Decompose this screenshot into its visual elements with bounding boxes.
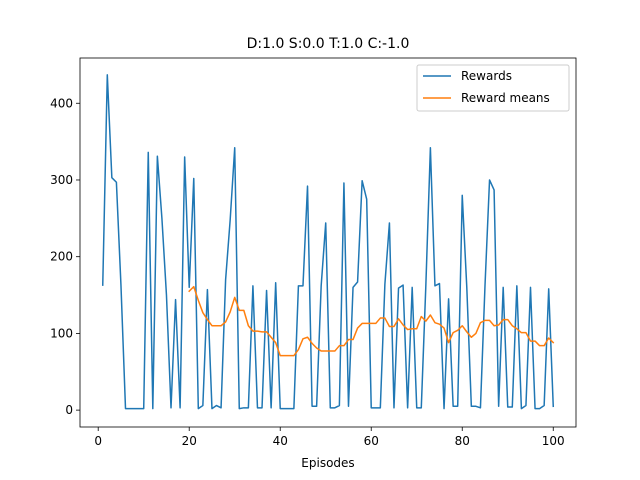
- x-tick-label: 100: [542, 434, 565, 448]
- legend-box: [416, 64, 570, 112]
- legend-label: Rewards: [461, 69, 512, 83]
- y-axis: 0 100 200 300 400: [50, 96, 80, 417]
- x-axis: 0 20 40 60 80 100: [94, 427, 565, 448]
- x-tick-label: 40: [273, 434, 288, 448]
- x-tick-label: 0: [94, 434, 102, 448]
- y-tick-label: 100: [50, 326, 73, 340]
- y-tick-label: 300: [50, 173, 73, 187]
- y-tick-label: 400: [50, 96, 73, 110]
- legend: Rewards Reward means: [416, 64, 570, 112]
- chart-title: D:1.0 S:0.0 T:1.0 C:-1.0: [247, 36, 410, 52]
- series-layer: [101, 74, 555, 410]
- y-tick-label: 0: [65, 403, 73, 417]
- x-axis-label: Episodes: [301, 456, 354, 470]
- x-tick-label: 80: [455, 434, 470, 448]
- x-tick-label: 60: [364, 434, 379, 448]
- series-line-reward-means: [188, 285, 555, 357]
- plot-area: [79, 57, 577, 428]
- legend-label: Reward means: [461, 91, 550, 105]
- series-line-rewards: [101, 74, 555, 410]
- x-tick-label: 20: [182, 434, 197, 448]
- y-tick-label: 200: [50, 250, 73, 264]
